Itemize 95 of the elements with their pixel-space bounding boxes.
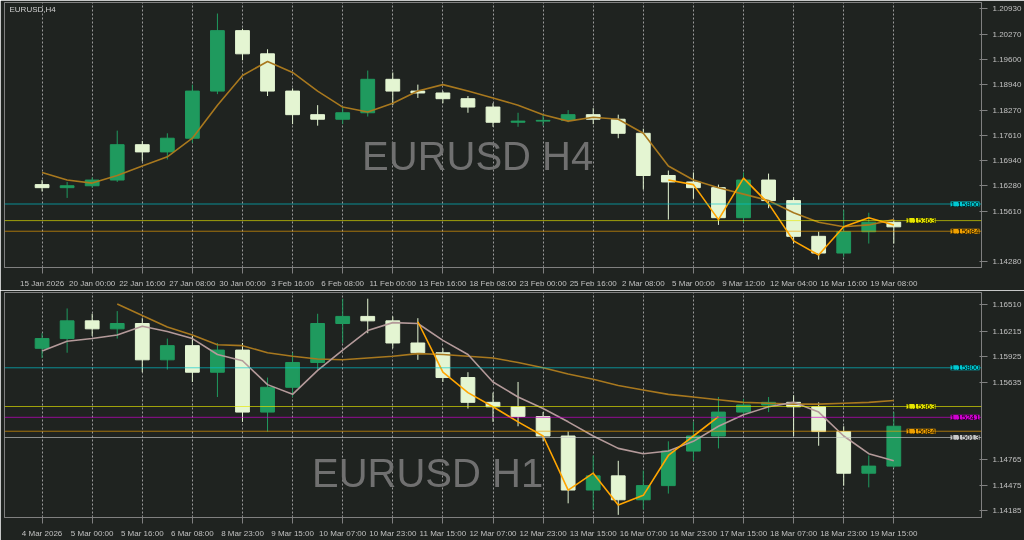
x-tick-label: 5 Mar 16:00 [120,528,165,538]
candlestick [610,114,626,139]
candlestick [836,209,852,258]
x-tick-label: 23 Feb 00:00 [519,278,568,288]
candlestick [660,170,676,221]
y-tick-label: 1.16940 [992,156,1022,166]
y-tick-label: 1.20930 [992,4,1022,14]
candlestick [84,313,100,337]
ref-line-label: 1.15363 [906,402,937,412]
candlestick [159,338,175,371]
x-tick-label: 12 Mar 04:00 [770,278,818,288]
candlestick [159,132,175,161]
candlestick [210,342,225,398]
y-tick-label: 1.20270 [992,29,1022,39]
x-tick-label: 6 Feb 08:00 [321,278,365,288]
ref-line-label: 1.15241 [950,412,981,422]
ref-line-label: 1.15013 [950,433,981,443]
candlestick [585,454,601,511]
x-tick-label: 18 Mar 23:00 [820,528,868,538]
x-tick-label: 13 Feb 16:00 [419,278,468,288]
candlestick [134,140,150,162]
x-tick-label: 9 Mar 12:00 [722,278,766,288]
candlestick [34,332,50,359]
y-tick-label: 1.15610 [992,206,1022,216]
x-tick-label: 16 Mar 23:00 [669,528,718,538]
x-tick-label: 2 Mar 08:00 [621,278,666,288]
chart-title: EURUSD,H4 [9,4,57,14]
y-tick-label: 1.14185 [992,506,1022,516]
y-tick-label: 1.18940 [992,80,1022,90]
candlestick [59,307,75,354]
ref-line-label: 1.15363 [906,216,937,226]
y-tick-label: 1.16510 [992,300,1022,310]
candlestick [235,28,250,61]
annotation: EURUSD H1 [311,450,544,495]
candlestick [535,114,551,127]
candlestick [761,173,776,209]
candlestick [285,87,300,125]
x-tick-label: 18 Mar 07:00 [770,528,818,538]
y-tick-label: 1.14475 [992,480,1022,490]
candlestick [335,298,351,344]
x-tick-label: 15 Jan 2026 [20,278,65,288]
candlestick [610,460,626,516]
x-tick-label: 11 Feb 00:00 [369,278,417,288]
x-tick-label: 12 Mar 07:00 [469,528,518,538]
candlestick [34,179,50,192]
x-tick-label: 5 Mar 00:00 [70,528,115,538]
x-tick-label: 17 Mar 15:00 [719,528,768,538]
candlestick [485,102,501,128]
candlestick [410,317,426,361]
candlestick [59,181,75,199]
x-tick-label: 19 Mar 08:00 [870,278,918,288]
y-tick-label: 1.17610 [992,130,1022,140]
x-tick-label: 19 Mar 15:00 [870,528,918,538]
candlestick [861,454,877,488]
x-tick-label: 10 Mar 23:00 [369,528,417,538]
x-tick-label: 30 Jan 00:00 [219,278,267,288]
x-tick-label: 5 Mar 00:00 [672,278,716,288]
candlestick [385,71,401,106]
x-tick-label: 20 Jan 00:00 [69,278,116,288]
x-tick-label: 25 Feb 16:00 [569,278,618,288]
y-tick-label: 1.19600 [992,55,1022,65]
candlestick [510,381,526,427]
candlestick [510,112,526,128]
candlestick [535,411,551,442]
candlestick [109,310,125,340]
y-tick-label: 1.16215 [992,326,1022,336]
y-tick-label: 1.15635 [992,377,1022,387]
candlestick [360,298,376,334]
x-tick-label: 16 Mar 16:00 [820,278,868,288]
x-tick-label: 16 Mar 07:00 [619,528,668,538]
candlestick [385,315,401,349]
y-tick-label: 1.14765 [992,454,1022,464]
ref-line-label: 1.15800 [950,199,981,209]
x-tick-label: 11 Mar 15:00 [419,528,467,538]
y-tick-label: 1.15925 [992,352,1022,362]
y-tick-label: 1.14280 [992,257,1022,267]
x-tick-label: 9 Mar 15:00 [271,528,315,538]
x-tick-label: 22 Jan 16:00 [119,278,166,288]
annotation: EURUSD H4 [362,133,594,178]
x-tick-label: 12 Mar 23:00 [519,528,568,538]
x-tick-label: 8 Mar 23:00 [221,528,265,538]
candlestick [811,231,827,261]
x-tick-label: 3 Feb 16:00 [271,278,315,288]
ref-line-label: 1.15084 [950,226,981,236]
ref-line-label: 1.15800 [950,363,981,373]
y-tick-label: 1.18270 [992,105,1022,115]
x-tick-label: 6 Mar 08:00 [171,528,215,538]
x-tick-label: 10 Mar 07:00 [319,528,367,538]
ref-line-label: 1.15084 [906,426,937,436]
y-tick-label: 1.16280 [992,181,1022,191]
x-tick-label: 18 Feb 08:00 [469,278,518,288]
x-tick-label: 27 Jan 08:00 [169,278,217,288]
candlestick [310,104,326,127]
x-tick-label: 4 Mar 2026 [21,528,63,538]
x-tick-label: 13 Mar 15:00 [569,528,618,538]
